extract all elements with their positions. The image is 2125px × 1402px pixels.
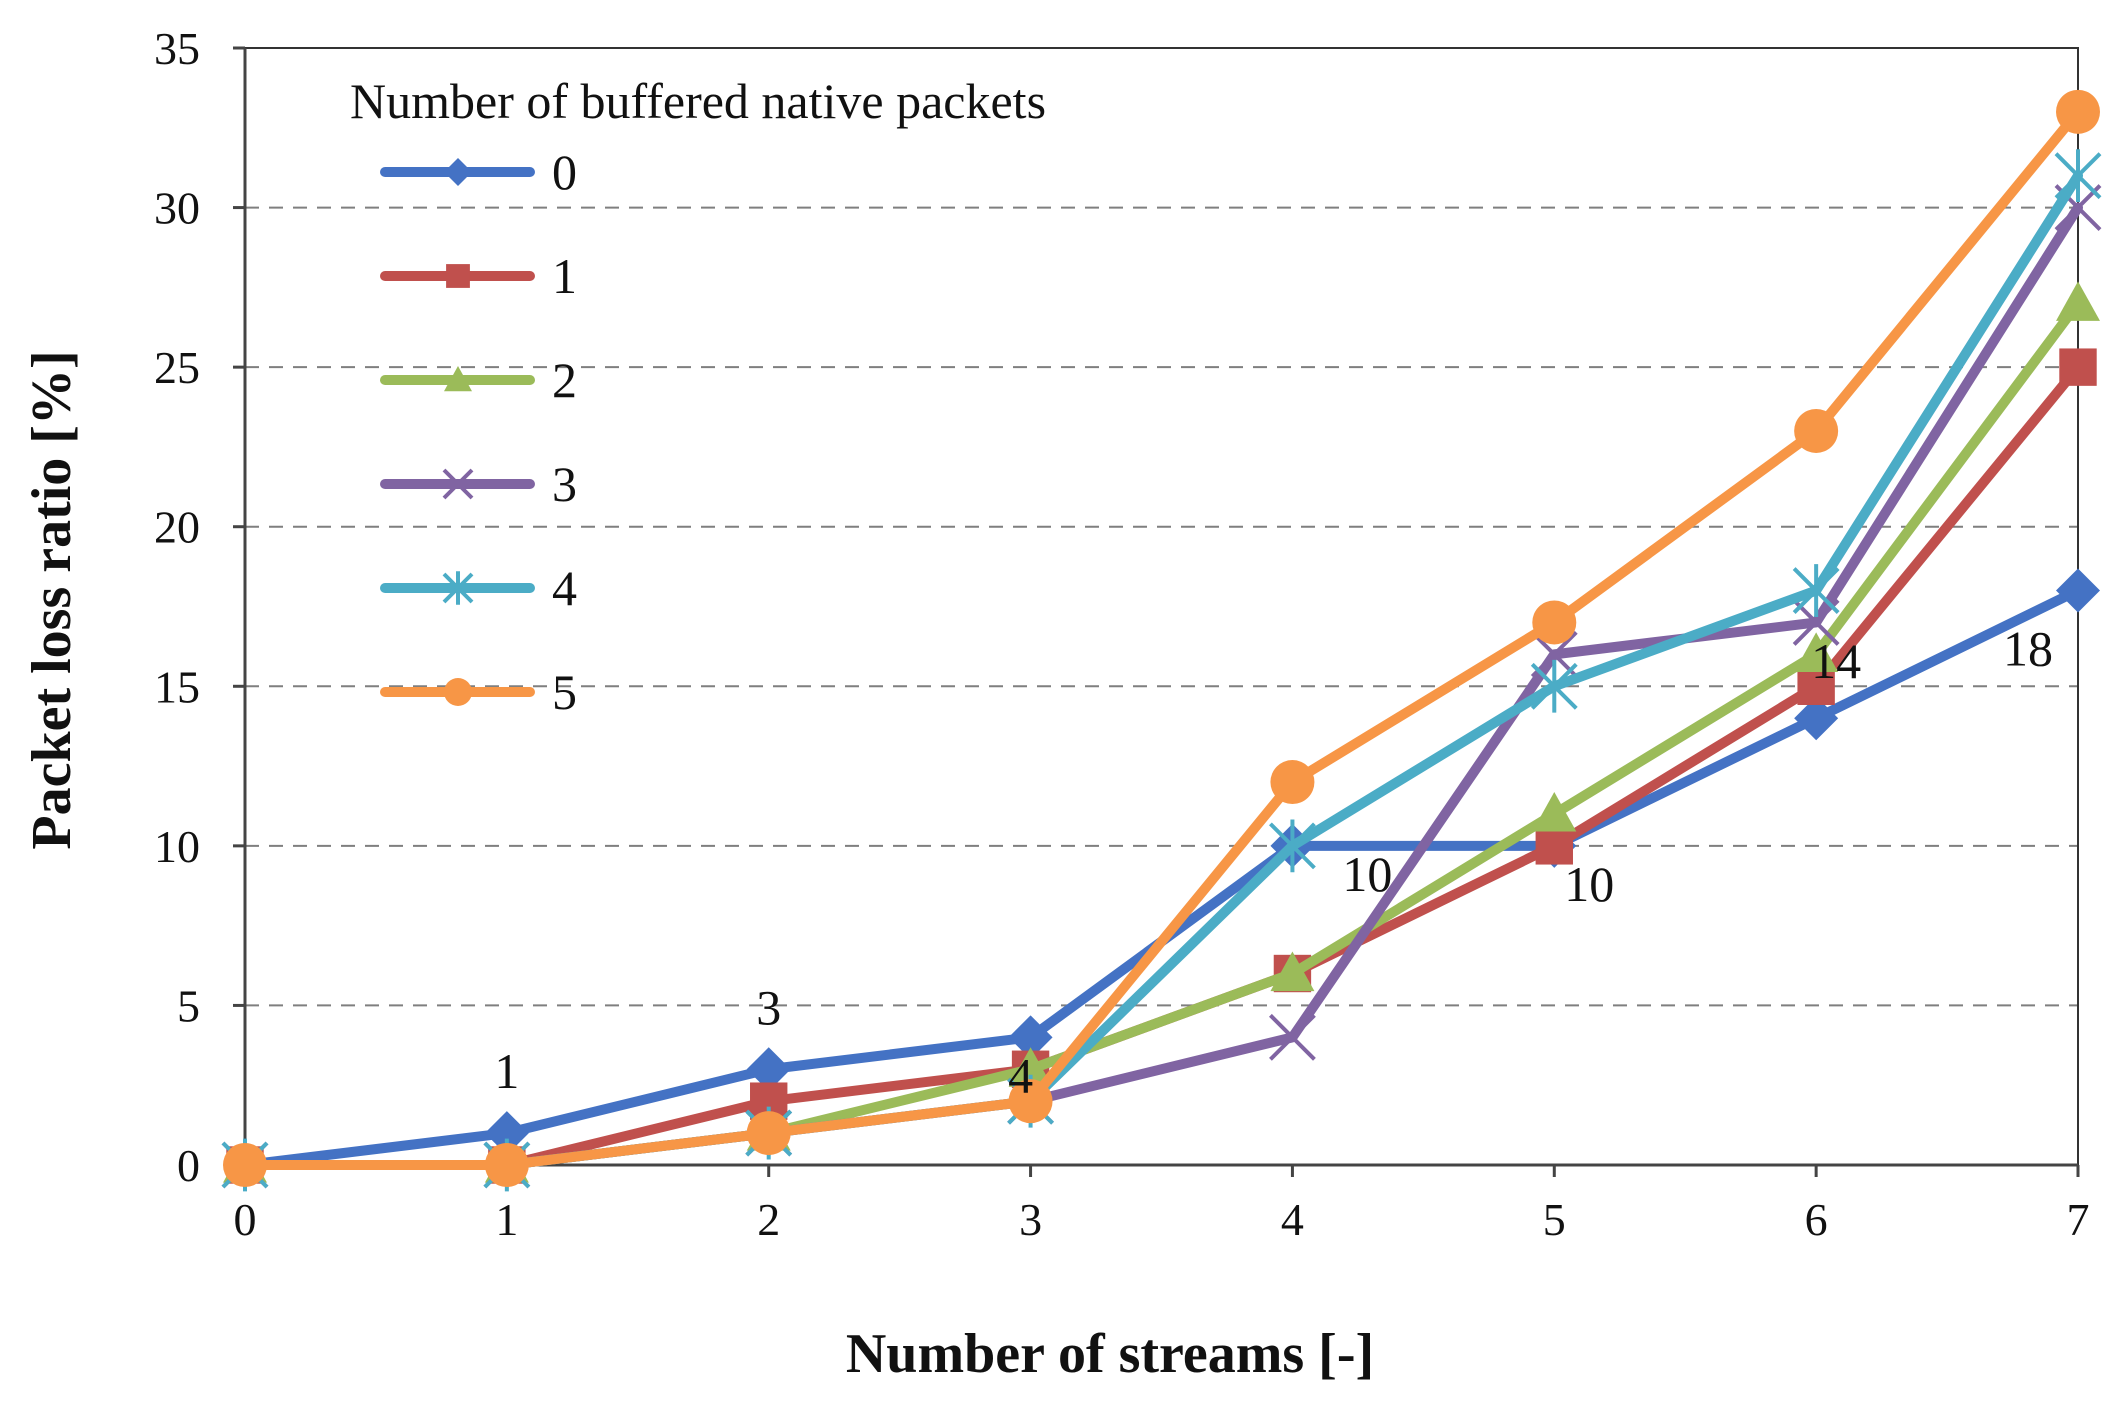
data-point-series-2 (1008, 1047, 1053, 1087)
legend-label-1: 1 (552, 248, 577, 304)
legend-label-0: 0 (552, 144, 577, 200)
legend-marker-2 (444, 366, 472, 392)
y-tick-label: 35 (154, 23, 200, 74)
data-point-series-0 (1008, 1015, 1053, 1060)
x-tick-label: 4 (1281, 1194, 1304, 1245)
series-5 (223, 89, 2100, 1187)
data-point-series-5 (2056, 89, 2100, 134)
data-point-series-4 (1792, 564, 1840, 617)
data-point-series-5 (1008, 1079, 1053, 1124)
data-label: 18 (2003, 621, 2053, 677)
legend-marker-1 (446, 264, 470, 288)
data-point-series-5 (746, 1111, 791, 1156)
x-tick-label: 7 (2067, 1194, 2090, 1245)
data-point-series-5 (1794, 408, 1839, 453)
y-tick-label: 30 (154, 183, 200, 234)
data-point-series-5 (1532, 600, 1577, 645)
data-point-series-4 (1269, 819, 1316, 873)
y-tick-label: 25 (154, 342, 200, 393)
data-point-series-0 (484, 1111, 529, 1156)
data-point-series-1 (1535, 827, 1573, 865)
data-point-series-5 (1270, 760, 1315, 805)
data-point-series-1 (2059, 348, 2097, 386)
data-label: 14 (1811, 633, 1861, 689)
legend-marker-5 (444, 678, 472, 706)
legend-entry-5: 5 (380, 664, 577, 720)
x-tick-label: 6 (1805, 1194, 1828, 1245)
legend-entry-0: 0 (380, 144, 577, 200)
axes (243, 48, 2078, 1167)
x-tick-label: 3 (1019, 1194, 1042, 1245)
data-point-series-2 (2056, 281, 2100, 321)
legend-entry-4: 4 (380, 560, 577, 616)
y-tick-label: 15 (154, 661, 200, 712)
data-point-series-4 (1530, 659, 1578, 713)
legend-entry-1: 1 (380, 248, 577, 304)
x-tick-label: 0 (234, 1194, 257, 1245)
legend-entry-3: 3 (380, 456, 577, 512)
legend-marker-0 (444, 158, 472, 186)
data-label: 10 (1564, 856, 1614, 912)
data-label: 10 (1342, 846, 1392, 902)
data-point-series-0 (746, 1047, 791, 1092)
legend-marker-4 (442, 571, 474, 605)
data-label: 3 (756, 979, 781, 1035)
data-point-series-5 (484, 1143, 529, 1187)
y-axis-title: Packet loss ratio [%] (21, 350, 83, 849)
legend-label-2: 2 (552, 352, 577, 408)
x-tick-label: 2 (757, 1194, 780, 1245)
legend-label-3: 3 (552, 456, 577, 512)
data-label: 1 (494, 1043, 519, 1099)
data-label: 4 (1008, 1047, 1033, 1103)
data-point-series-4 (2054, 149, 2102, 203)
data-point-series-2 (1794, 632, 1839, 672)
x-tick-label: 1 (495, 1194, 518, 1245)
data-point-series-5 (223, 1143, 267, 1187)
y-tick-label: 5 (177, 980, 200, 1031)
gridlines (245, 206, 2078, 1007)
legend-title: Number of buffered native packets (350, 73, 1046, 129)
data-labels: 1 3 4 10 10 14 18 (494, 621, 2053, 1104)
legend-marker-3 (442, 468, 474, 500)
legend-label-4: 4 (552, 560, 577, 616)
x-axis-title: Number of streams [-] (846, 1323, 1374, 1385)
data-point-series-0 (2056, 568, 2100, 613)
legend-entry-2: 2 (380, 352, 577, 408)
series-lines (221, 89, 2102, 1192)
data-point-series-2 (1270, 951, 1315, 992)
x-tick-label: 5 (1543, 1194, 1566, 1245)
data-point-series-1 (1797, 667, 1835, 705)
legend: Number of buffered native packets 0 1 2 3 4 5 (350, 73, 1046, 720)
series-line-5 (240, 106, 2083, 1170)
y-tick-label: 10 (154, 821, 200, 872)
y-tick-label: 20 (154, 502, 200, 553)
legend-label-5: 5 (552, 664, 577, 720)
y-tick-label: 0 (177, 1140, 200, 1191)
data-point-series-2 (1532, 791, 1577, 832)
data-point-series-0 (1794, 696, 1839, 741)
data-point-series-3 (1269, 1013, 1316, 1061)
